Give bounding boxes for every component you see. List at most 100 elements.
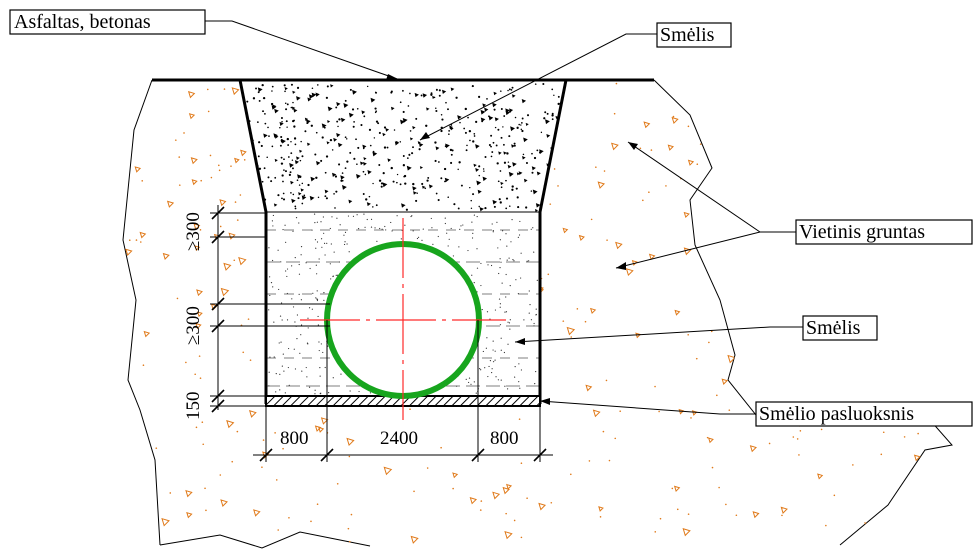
- asphalt-stipple-mark: [327, 120, 331, 124]
- sand-stipple-dot: [504, 311, 506, 313]
- sand-stipple-dot: [309, 267, 311, 270]
- asphalt-stipple-dot: [296, 179, 299, 182]
- asphalt-stipple-mark: [444, 177, 450, 183]
- asphalt-stipple-dot: [440, 177, 443, 180]
- sand-stipple-dot: [308, 386, 311, 388]
- soil-speckle-mark: [238, 256, 247, 266]
- sand-stipple-dot: [384, 225, 386, 228]
- sand-stipple-dot: [308, 307, 311, 309]
- asphalt-stipple-mark: [518, 171, 523, 176]
- asphalt-stipple-dot: [392, 180, 395, 183]
- asphalt-stipple-dot: [405, 208, 408, 211]
- asphalt-stipple-dot: [484, 156, 487, 159]
- asphalt-stipple-mark: [298, 192, 302, 196]
- soil-speckle-mark: [465, 226, 474, 235]
- asphalt-stipple-dot: [292, 193, 295, 196]
- label-smelis-mid-text: Smėlis: [806, 317, 861, 339]
- soil-speckle-dot: [234, 201, 237, 203]
- asphalt-stipple-mark: [555, 115, 559, 119]
- asphalt-stipple-mark: [545, 119, 550, 125]
- soil-speckle-dot: [200, 179, 202, 182]
- soil-speckle-dot: [614, 437, 617, 440]
- sand-stipple-dot: [517, 236, 519, 238]
- soil-speckle-dot: [881, 172, 884, 175]
- sand-stipple-dot: [357, 228, 360, 230]
- soil-speckle-dot: [706, 436, 709, 439]
- asphalt-stipple-mark: [340, 175, 345, 180]
- asphalt-stipple-dot: [416, 192, 418, 195]
- sand-stipple-dot: [507, 343, 509, 345]
- asphalt-stipple-dot: [402, 155, 405, 157]
- soil-speckle-mark: [788, 239, 796, 247]
- sand-stipple-dot: [322, 351, 324, 354]
- soil-speckle-dot: [820, 428, 823, 431]
- asphalt-stipple-dot: [545, 205, 548, 208]
- asphalt-stipple-dot: [373, 137, 376, 139]
- asphalt-stipple-dot: [284, 170, 287, 173]
- soil-speckle-dot: [725, 503, 727, 506]
- soil-speckle-dot: [348, 455, 351, 458]
- soil-speckle-mark: [956, 476, 962, 482]
- soil-speckle-dot: [781, 514, 783, 517]
- sand-stipple-dot: [286, 319, 289, 321]
- asphalt-stipple-dot: [295, 161, 298, 164]
- sand-stipple-dot: [484, 367, 486, 369]
- asphalt-stipple-dot: [281, 121, 283, 123]
- asphalt-stipple-dot: [551, 118, 554, 121]
- asphalt-stipple-mark: [336, 132, 341, 138]
- soil-speckle-dot: [606, 239, 608, 241]
- asphalt-stipple-dot: [534, 83, 537, 85]
- asphalt-stipple-dot: [363, 115, 366, 118]
- asphalt-stipple-mark: [505, 110, 511, 116]
- sand-stipple-dot: [518, 381, 520, 383]
- asphalt-stipple-dot: [301, 155, 304, 158]
- dim-bedding: 150: [183, 392, 204, 421]
- sand-stipple-dot: [282, 228, 284, 231]
- soil-speckle-mark: [309, 344, 318, 352]
- soil-speckle-dot: [219, 225, 222, 228]
- sand-stipple-dot: [293, 348, 295, 350]
- asphalt-stipple-dot: [546, 112, 549, 115]
- asphalt-stipple-mark: [549, 187, 554, 193]
- sand-stipple-dot: [285, 270, 287, 272]
- asphalt-stipple-dot: [434, 159, 437, 163]
- sand-stipple-dot: [344, 241, 346, 243]
- asphalt-stipple-dot: [375, 110, 378, 113]
- soil-speckle-mark: [683, 247, 692, 256]
- sand-stipple-dot: [518, 363, 520, 365]
- asphalt-stipple-dot: [266, 156, 268, 159]
- sand-stipple-dot: [404, 224, 406, 226]
- asphalt-stipple-mark: [418, 142, 424, 148]
- sand-stipple-dot: [370, 226, 373, 228]
- asphalt-stipple-mark: [512, 162, 517, 167]
- sand-stipple-dot: [480, 284, 482, 287]
- asphalt-stipple-mark: [492, 199, 498, 205]
- asphalt-stipple-dot: [542, 82, 545, 86]
- asphalt-stipple-dot: [522, 153, 525, 156]
- sand-stipple-dot: [385, 229, 387, 231]
- sand-stipple-dot: [369, 392, 372, 394]
- soil-speckle-dot: [665, 185, 667, 187]
- soil-speckle-mark: [318, 426, 325, 433]
- asphalt-stipple-dot: [402, 164, 406, 167]
- sand-stipple-dot: [470, 383, 472, 385]
- asphalt-stipple-dot: [383, 126, 387, 129]
- asphalt-stipple-dot: [497, 128, 500, 131]
- soil-speckle-mark: [191, 179, 198, 186]
- asphalt-stipple-mark: [410, 137, 414, 141]
- asphalt-stipple-dot: [478, 174, 481, 177]
- soil-speckle-mark: [755, 112, 763, 120]
- sand-stipple-dot: [475, 392, 477, 394]
- asphalt-stipple-dot: [346, 138, 348, 140]
- asphalt-stipple-dot: [284, 102, 287, 105]
- soil-speckle-dot: [843, 346, 846, 348]
- asphalt-stipple-mark: [535, 203, 541, 208]
- asphalt-stipple-dot: [282, 192, 285, 195]
- sand-stipple-dot: [519, 220, 521, 223]
- asphalt-stipple-dot: [492, 141, 495, 144]
- asphalt-stipple-dot: [351, 108, 355, 111]
- soil-speckle-mark: [927, 364, 934, 372]
- soil-speckle-dot: [946, 298, 949, 301]
- asphalt-stipple-dot: [404, 182, 407, 185]
